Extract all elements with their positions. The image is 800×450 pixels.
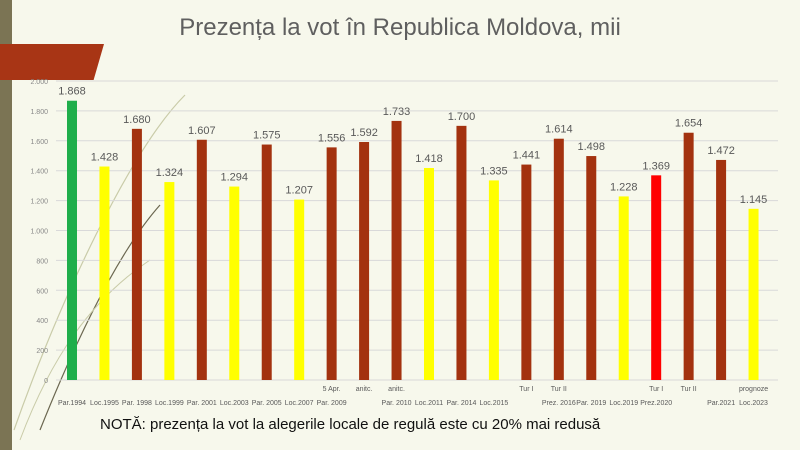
bar [131, 128, 142, 380]
x-tick-label: Loc.2007 [285, 400, 314, 407]
y-tick-label: 1.600 [30, 139, 48, 146]
bar [488, 180, 499, 380]
x-tick-label: Prez.2020 [640, 400, 672, 407]
y-tick-label: 800 [36, 258, 48, 265]
x-tick-label: Loc.1999 [155, 400, 184, 407]
bar-value-label: 1.324 [156, 167, 184, 179]
y-tick-label: 400 [36, 318, 48, 325]
x-tick-label: Par. 2014 [446, 400, 476, 407]
bar [359, 141, 370, 380]
bar-value-label: 1.607 [188, 125, 216, 137]
bar [748, 208, 759, 380]
x-tick-label: Prez. 2016 [542, 400, 576, 407]
bar-value-label: 1.654 [675, 118, 703, 130]
bar-value-label: 1.614 [545, 124, 573, 136]
x-tick-label: Par.2021 [707, 400, 735, 407]
bar [586, 156, 597, 380]
bar-sub-label: prognoze [739, 386, 768, 393]
bar-value-label: 1.294 [221, 172, 249, 184]
bar-sub-label: Tur II [551, 386, 567, 393]
chart-note: NOTĂ: prezența la vot la alegerile local… [100, 416, 601, 433]
bar-sub-label: anitc. [356, 386, 373, 393]
bar-value-label: 1.556 [318, 132, 346, 144]
y-tick-label: 200 [36, 348, 48, 355]
y-tick-label: 1.400 [30, 169, 48, 176]
title-accent-bar [0, 44, 104, 80]
bar-sub-label: Tur I [519, 386, 533, 393]
x-tick-label: Loc.2019 [609, 400, 638, 407]
bar [229, 186, 240, 380]
left-decor-band [0, 0, 12, 450]
bar-value-label: 1.575 [253, 130, 281, 142]
y-tick-label: 1.200 [30, 199, 48, 206]
bar-value-label: 1.369 [642, 160, 670, 172]
bar-sub-label: 5 Apr. [323, 386, 341, 393]
bar-value-label: 1.207 [285, 185, 313, 197]
bar-value-label: 1.700 [448, 111, 476, 123]
bar-value-label: 1.428 [91, 152, 119, 164]
x-tick-label: Par. 2009 [317, 400, 347, 407]
bar [261, 144, 272, 380]
bar [391, 120, 402, 380]
y-tick-label: 2.000 [30, 79, 48, 86]
bar [716, 159, 727, 380]
bar-value-label: 1.592 [350, 127, 378, 139]
bar-value-label: 1.733 [383, 106, 411, 118]
x-tick-label: Par.1994 [58, 400, 86, 407]
bar-value-label: 1.418 [415, 153, 443, 165]
x-tick-label: Loc.1995 [90, 400, 119, 407]
bar [618, 196, 629, 380]
bar [521, 164, 532, 380]
bar-value-label: 1.868 [58, 86, 86, 98]
bar-value-label: 1.335 [480, 165, 508, 177]
bar [99, 166, 110, 380]
y-tick-label: 1.800 [30, 109, 48, 116]
bar [326, 147, 337, 380]
x-tick-label: Par. 2005 [252, 400, 282, 407]
bar [456, 125, 467, 380]
y-tick-label: 600 [36, 288, 48, 295]
bar-value-label: 1.472 [707, 145, 735, 157]
bar [553, 138, 564, 380]
x-tick-label: Par. 1998 [122, 400, 152, 407]
page-title: Prezența la vot în Republica Moldova, mi… [179, 14, 621, 41]
x-tick-label: Loc.2003 [220, 400, 249, 407]
bar [683, 132, 694, 380]
bar-sub-label: anitc. [388, 386, 405, 393]
x-tick-label: Loc.2023 [739, 400, 768, 407]
x-tick-label: Par. 2019 [576, 400, 606, 407]
bar-sub-label: Tur I [649, 386, 663, 393]
bar-sub-label: Tur II [681, 386, 697, 393]
x-tick-label: Par. 2001 [187, 400, 217, 407]
bar-value-label: 1.498 [578, 141, 606, 153]
bar-value-label: 1.680 [123, 114, 151, 126]
bar-value-label: 1.441 [513, 150, 541, 162]
bar [196, 139, 207, 380]
bar [294, 199, 305, 380]
bar [424, 168, 434, 380]
x-tick-label: Par. 2010 [382, 400, 412, 407]
x-tick-label: Loc.2015 [480, 400, 509, 407]
bar-value-label: 1.145 [740, 194, 768, 206]
bar [164, 182, 175, 380]
x-tick-label: Loc.2011 [415, 400, 443, 407]
y-tick-label: 1.000 [30, 229, 48, 236]
bar-value-label: 1.228 [610, 181, 638, 193]
bar [67, 100, 77, 380]
bar [651, 175, 662, 380]
y-tick-label: 0 [44, 378, 48, 385]
